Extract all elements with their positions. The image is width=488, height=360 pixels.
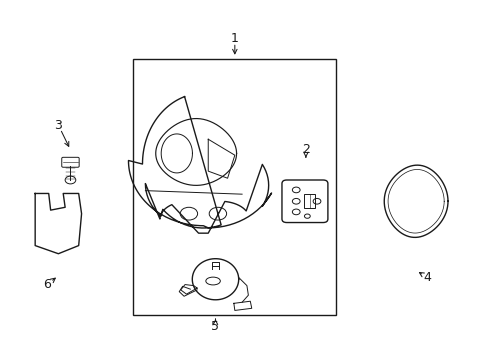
Text: 4: 4 <box>423 271 430 284</box>
Text: 6: 6 <box>43 278 51 291</box>
Text: 5: 5 <box>211 320 219 333</box>
Bar <box>304 194 314 208</box>
Text: 1: 1 <box>230 32 238 45</box>
Bar <box>133 59 336 315</box>
Text: 2: 2 <box>302 143 309 156</box>
Text: 3: 3 <box>54 118 62 131</box>
